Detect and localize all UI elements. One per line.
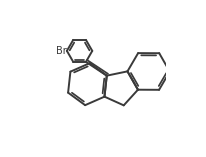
Text: Br: Br xyxy=(56,46,66,56)
